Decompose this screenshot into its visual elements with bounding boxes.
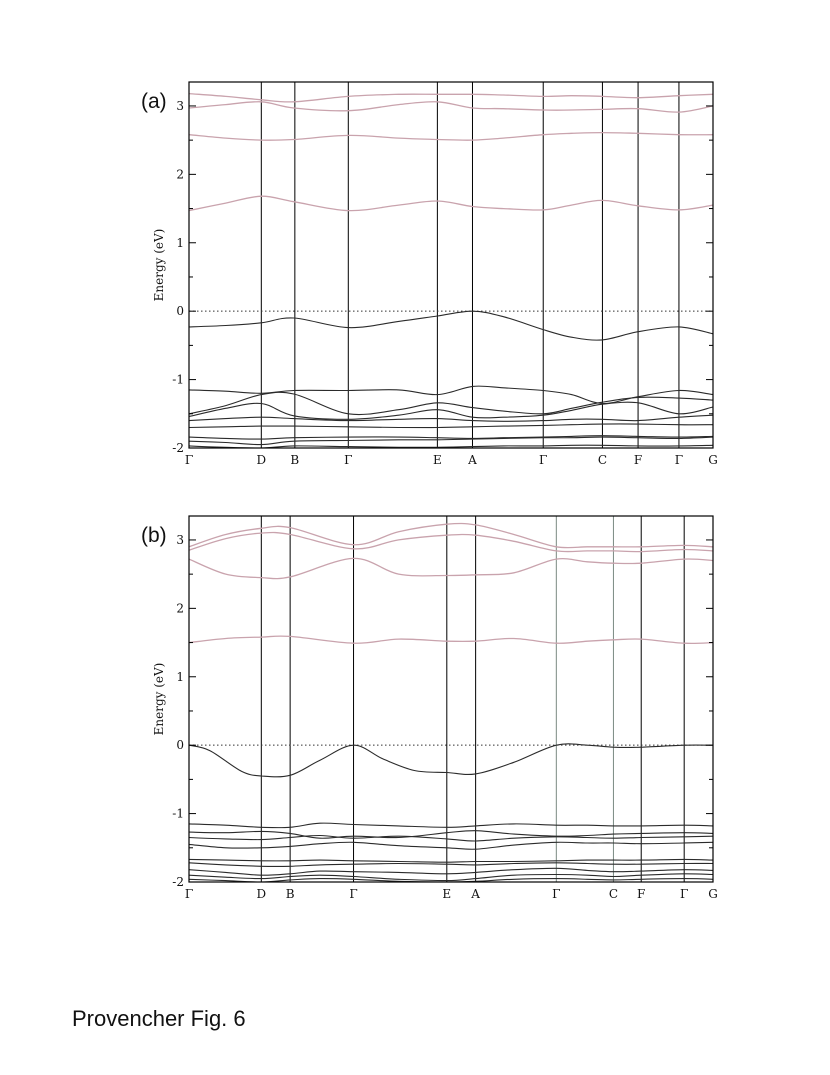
kpoint-label: D — [256, 887, 266, 901]
kpoint-label: F — [634, 453, 642, 467]
y-tick-label: 3 — [176, 99, 184, 113]
conduction-band-0 — [189, 522, 713, 549]
kpoint-label: C — [598, 453, 607, 467]
y-tick-label: 3 — [176, 533, 184, 547]
y-tick-label: 1 — [176, 236, 184, 250]
valence-band-7 — [189, 401, 713, 420]
valence-band-11 — [189, 436, 713, 446]
valence-band-5 — [189, 822, 713, 829]
valence-band-7 — [189, 834, 713, 842]
valence-band-8 — [189, 414, 713, 422]
y-axis-title: Energy (eV) — [152, 663, 166, 736]
y-axis-title: Energy (eV) — [152, 229, 166, 302]
valence-band-4 — [189, 743, 713, 778]
kpoint-label: Γ — [552, 887, 560, 901]
valence-band-4 — [189, 310, 713, 341]
conduction-band-0 — [189, 92, 713, 103]
kpoint-label: E — [442, 887, 451, 901]
conduction-band-2 — [189, 557, 713, 580]
y-tick-label: 2 — [176, 167, 184, 181]
conduction-band-3 — [189, 195, 713, 212]
conduction-band-2 — [189, 131, 713, 141]
kpoint-label: Γ — [680, 887, 688, 901]
kpoint-label: G — [708, 453, 718, 467]
valence-band-11 — [189, 867, 713, 876]
conduction-band-1 — [189, 101, 713, 113]
valence-band-8 — [189, 841, 713, 850]
y-tick-label: -1 — [172, 807, 184, 821]
figure-caption: Provencher Fig. 6 — [72, 1006, 246, 1031]
kpoint-label: D — [256, 453, 266, 467]
valence-band-5 — [189, 385, 713, 405]
y-tick-label: -1 — [172, 373, 184, 387]
kpoint-label: Γ — [344, 453, 352, 467]
kpoint-label: B — [290, 453, 299, 467]
kpoint-label: F — [637, 887, 645, 901]
kpoint-label: Γ — [185, 453, 193, 467]
y-tick-label: -2 — [172, 875, 184, 889]
band-panel-b: -2 -1 0 1 2 3 Γ D B Γ E A Γ C F Γ G Energy (eV) (b) — [141, 515, 718, 901]
band-panel-a: -2 -1 0 1 2 3 Γ D B Γ E A Γ C F Γ G Energy (eV) (a) — [141, 81, 718, 467]
kpoint-label: Γ — [539, 453, 547, 467]
kpoint-label: E — [433, 453, 442, 467]
y-tick-label: 1 — [176, 670, 184, 684]
kpoint-label: Γ — [185, 887, 193, 901]
valence-band-10 — [189, 435, 713, 440]
valence-band-9 — [189, 858, 713, 863]
kpoint-label: Γ — [675, 453, 683, 467]
kpoint-label: C — [609, 887, 618, 901]
plot-frame — [188, 81, 714, 449]
kpoint-label: A — [467, 453, 477, 467]
valence-band-9 — [189, 423, 713, 429]
y-tick-label: 0 — [176, 738, 184, 752]
valence-band-10 — [189, 862, 713, 867]
valence-band-6 — [189, 391, 713, 416]
y-tick-label: 0 — [176, 304, 184, 318]
y-tick-label: 2 — [176, 601, 184, 615]
kpoint-label: G — [708, 887, 718, 901]
valence-band-6 — [189, 830, 713, 839]
kpoint-label: Γ — [349, 887, 357, 901]
y-tick-label: -2 — [172, 441, 184, 455]
panel-label: (b) — [141, 524, 167, 547]
panel-label: (a) — [141, 90, 167, 113]
conduction-band-3 — [189, 635, 713, 645]
kpoint-label: B — [286, 887, 295, 901]
kpoint-label: A — [470, 887, 480, 901]
plot-frame — [188, 515, 714, 883]
valence-band-12 — [189, 873, 713, 882]
conduction-band-1 — [189, 531, 713, 553]
